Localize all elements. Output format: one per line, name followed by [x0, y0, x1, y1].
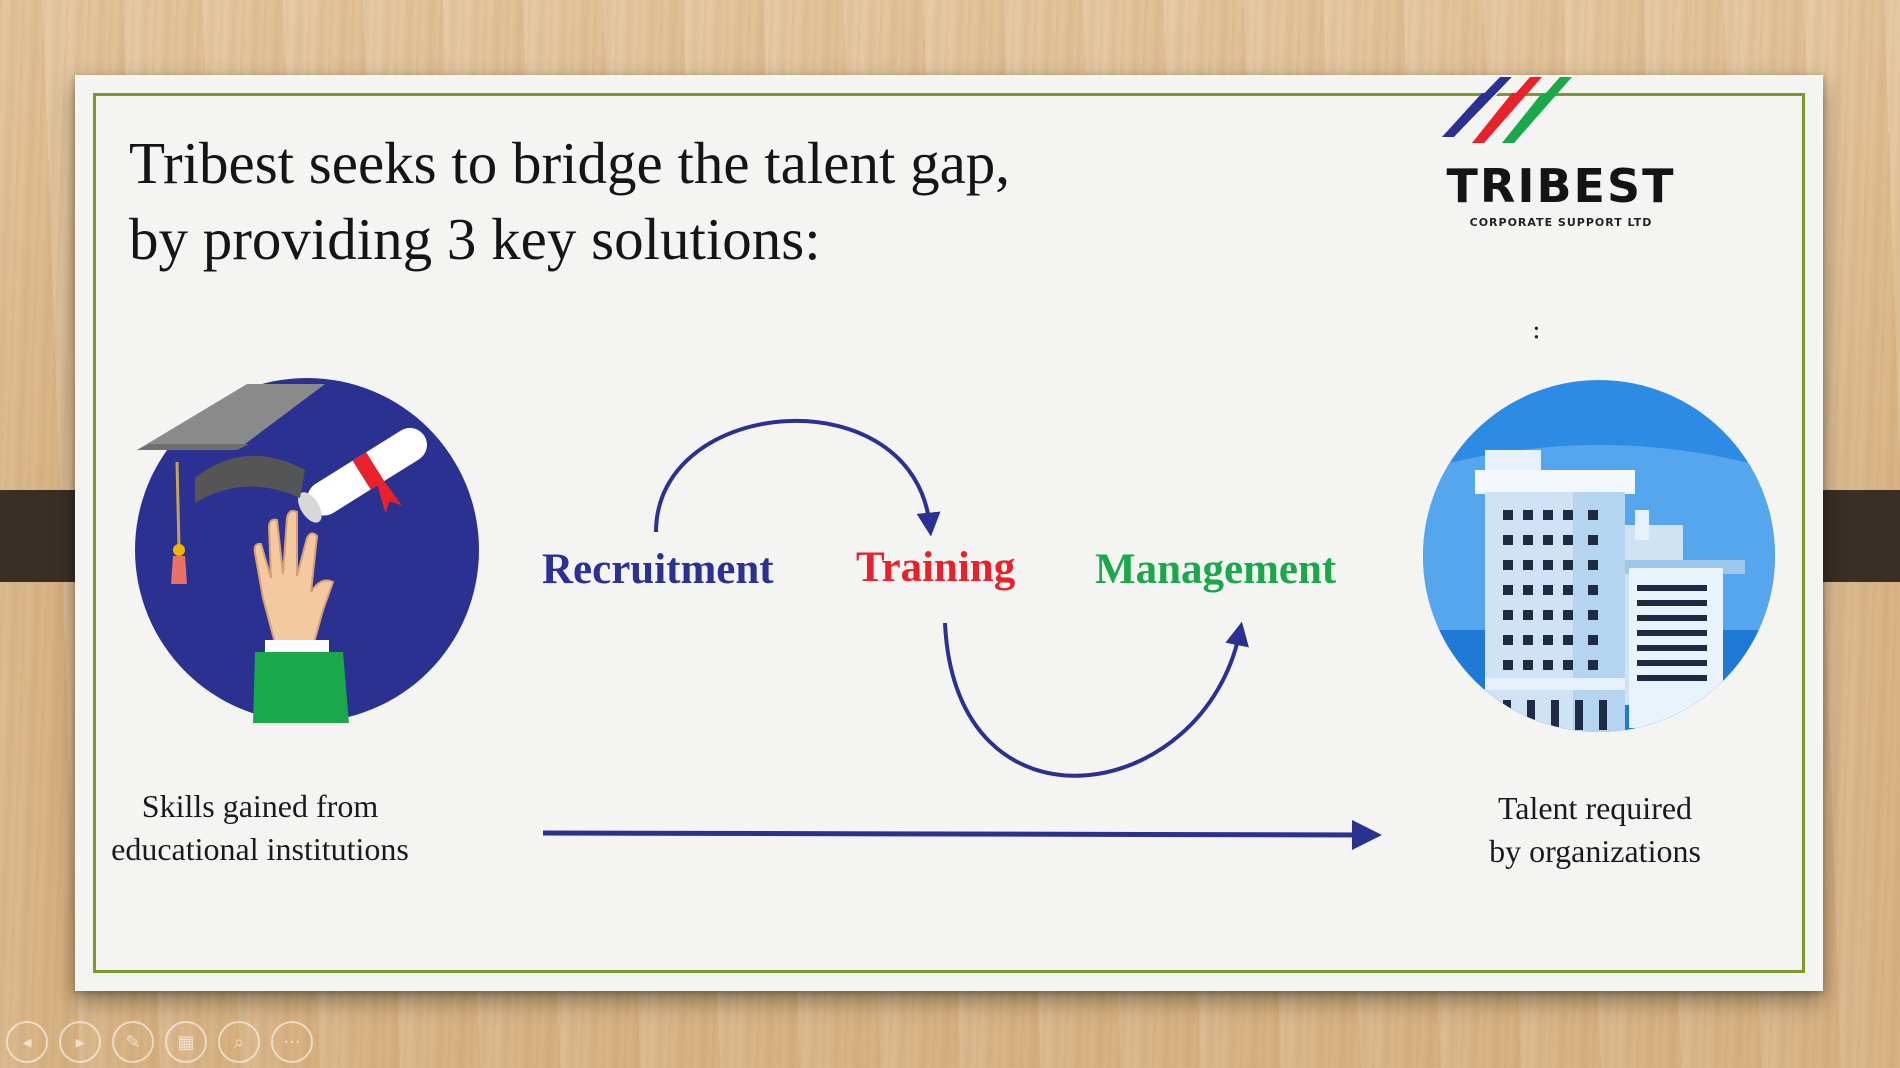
skills-caption-line-2: educational institutions: [95, 828, 425, 871]
skills-to-talent-arrow: [543, 833, 1370, 835]
recruitment-to-training-arrow: [656, 421, 930, 532]
slideshow-toolbar: ◂ ▸ ✎ ▦ ⌕ ···: [6, 1021, 313, 1063]
solution-training-label: Training: [856, 543, 1015, 592]
talent-caption-line-2: by organizations: [1445, 830, 1745, 873]
previous-slide-button[interactable]: ◂: [6, 1021, 48, 1063]
solution-recruitment-label: Recruitment: [542, 545, 774, 594]
talent-caption-line-1: Talent required: [1445, 787, 1745, 830]
chevron-left-icon: ◂: [22, 1032, 31, 1053]
slide-sorter-button[interactable]: ▦: [165, 1021, 207, 1063]
next-slide-button[interactable]: ▸: [59, 1021, 101, 1063]
magnifier-icon: ⌕: [234, 1032, 244, 1053]
slide: Tribest seeks to bridge the talent gap, …: [75, 75, 1823, 991]
pen-icon: ✎: [125, 1032, 140, 1053]
more-options-button[interactable]: ···: [271, 1021, 313, 1063]
solution-management-label: Management: [1095, 545, 1336, 594]
talent-caption: Talent required by organizations: [1445, 787, 1745, 873]
training-to-management-arrow: [945, 623, 1240, 776]
ellipsis-icon: ···: [283, 1032, 300, 1053]
chevron-right-icon: ▸: [75, 1032, 84, 1053]
grid-icon: ▦: [177, 1032, 194, 1053]
skills-caption: Skills gained from educational instituti…: [95, 785, 425, 871]
pen-tool-button[interactable]: ✎: [112, 1021, 154, 1063]
skills-caption-line-1: Skills gained from: [95, 785, 425, 828]
zoom-button[interactable]: ⌕: [218, 1021, 260, 1063]
